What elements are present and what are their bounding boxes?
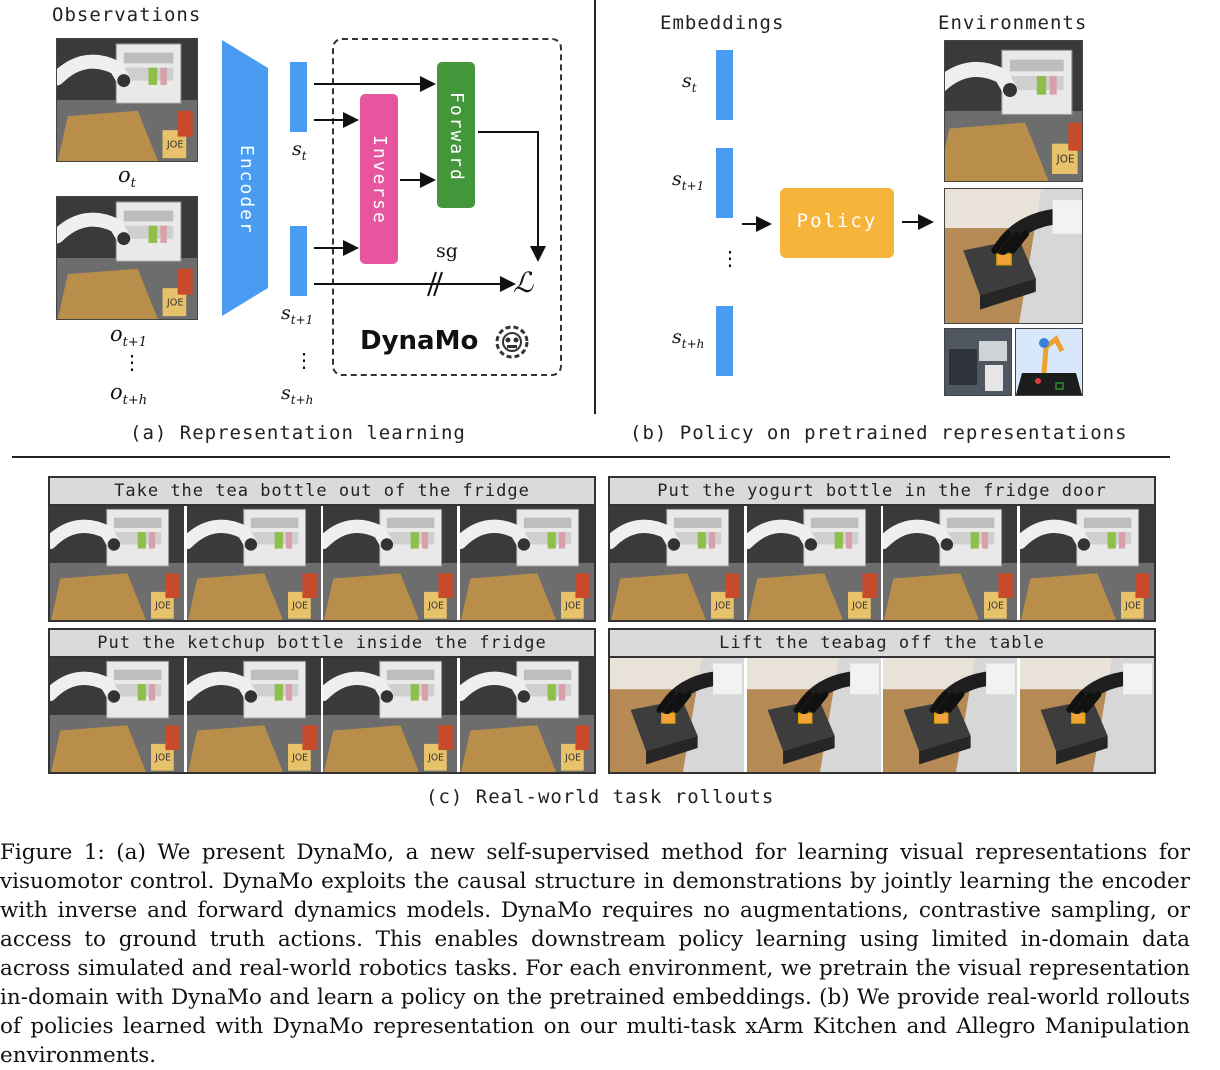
obs-label-th: ot+h xyxy=(110,380,148,409)
rollout-frame xyxy=(460,658,595,772)
inverse-block xyxy=(360,94,398,264)
panel-a-arrows xyxy=(314,76,546,297)
loss-label: ℒ xyxy=(513,266,534,299)
rollout-frame xyxy=(883,506,1018,620)
panel-divider xyxy=(594,0,596,414)
rollout-frame xyxy=(323,506,458,620)
rollout-frame xyxy=(460,506,595,620)
state-label-t: st xyxy=(292,138,307,163)
embedding-bar-t1 xyxy=(716,148,733,218)
state-ellipsis: ⋮ xyxy=(294,348,314,372)
dynamo-box xyxy=(332,38,562,376)
rollout-frame xyxy=(610,658,745,772)
panel-b-caption: (b) Policy on pretrained representations xyxy=(630,422,1128,444)
rollout-frame xyxy=(50,658,185,772)
rollout-frame xyxy=(747,506,882,620)
encoder-label: Encoder xyxy=(236,145,257,235)
obs-label-t: ot xyxy=(118,163,136,192)
task-panel-ketchup-bottle: Put the ketchup bottle inside the fridge xyxy=(48,628,596,774)
obs-label-t1: ot+1 xyxy=(110,322,148,351)
task-title: Put the ketchup bottle inside the fridge xyxy=(50,630,594,658)
observations-label: Observations xyxy=(52,4,202,26)
task-panel-yogurt-bottle: Put the yogurt bottle in the fridge door xyxy=(608,476,1156,622)
environment-sim-kitchen-image xyxy=(944,328,1012,396)
forward-label: Forward xyxy=(446,92,467,182)
sg-label: sg xyxy=(436,240,458,262)
figure-caption: Figure 1: (a) We present DynaMo, a new s… xyxy=(0,840,1190,1068)
rollout-frame xyxy=(50,506,185,620)
embedding-label-t1: st+1 xyxy=(672,168,705,193)
dynamo-logo-icon xyxy=(495,325,529,359)
section-divider xyxy=(12,456,1170,458)
encoder-block xyxy=(222,40,268,316)
observation-image-t1 xyxy=(56,196,198,320)
inverse-label: Inverse xyxy=(369,135,390,225)
environment-kitchen-image xyxy=(944,40,1083,182)
rollout-frame xyxy=(323,658,458,772)
panel-c-caption: (c) Real-world task rollouts xyxy=(426,786,775,808)
state-bar-t1 xyxy=(290,226,307,296)
state-label-t1: st+1 xyxy=(281,302,314,327)
rollout-frame xyxy=(187,658,322,772)
panel-a-caption: (a) Representation learning xyxy=(130,422,466,444)
embeddings-label: Embeddings xyxy=(660,12,785,34)
environments-label: Environments xyxy=(938,12,1088,34)
embedding-ellipsis: ⋮ xyxy=(720,246,740,270)
embedding-bar-t xyxy=(716,50,733,120)
observation-image-t xyxy=(56,38,198,162)
policy-label: Policy xyxy=(796,210,878,232)
embedding-label-th: st+h xyxy=(672,326,705,351)
embedding-label-t: st xyxy=(682,70,697,95)
policy-block xyxy=(780,188,894,258)
embedding-bar-th xyxy=(716,306,733,376)
rollout-frame xyxy=(1020,506,1155,620)
task-panel-tea-bottle: Take the tea bottle out of the fridge xyxy=(48,476,596,622)
rollout-frame xyxy=(1020,658,1155,772)
rollout-frame xyxy=(610,506,745,620)
obs-ellipsis: ⋮ xyxy=(122,350,142,374)
rollout-frame xyxy=(187,506,322,620)
state-bar-t xyxy=(290,62,307,132)
task-panel-teabag: Lift the teabag off the table xyxy=(608,628,1156,774)
task-title: Lift the teabag off the table xyxy=(610,630,1154,658)
panel-b-arrows xyxy=(742,214,934,232)
rollout-frame xyxy=(883,658,1018,772)
dynamo-label: DynaMo xyxy=(360,326,479,356)
task-title: Take the tea bottle out of the fridge xyxy=(50,478,594,506)
forward-block xyxy=(437,62,475,208)
environment-sim-block-image xyxy=(1015,328,1083,396)
state-label-th: st+h xyxy=(281,382,314,407)
environment-allegro-image xyxy=(944,188,1083,324)
rollout-frame xyxy=(747,658,882,772)
task-title: Put the yogurt bottle in the fridge door xyxy=(610,478,1154,506)
